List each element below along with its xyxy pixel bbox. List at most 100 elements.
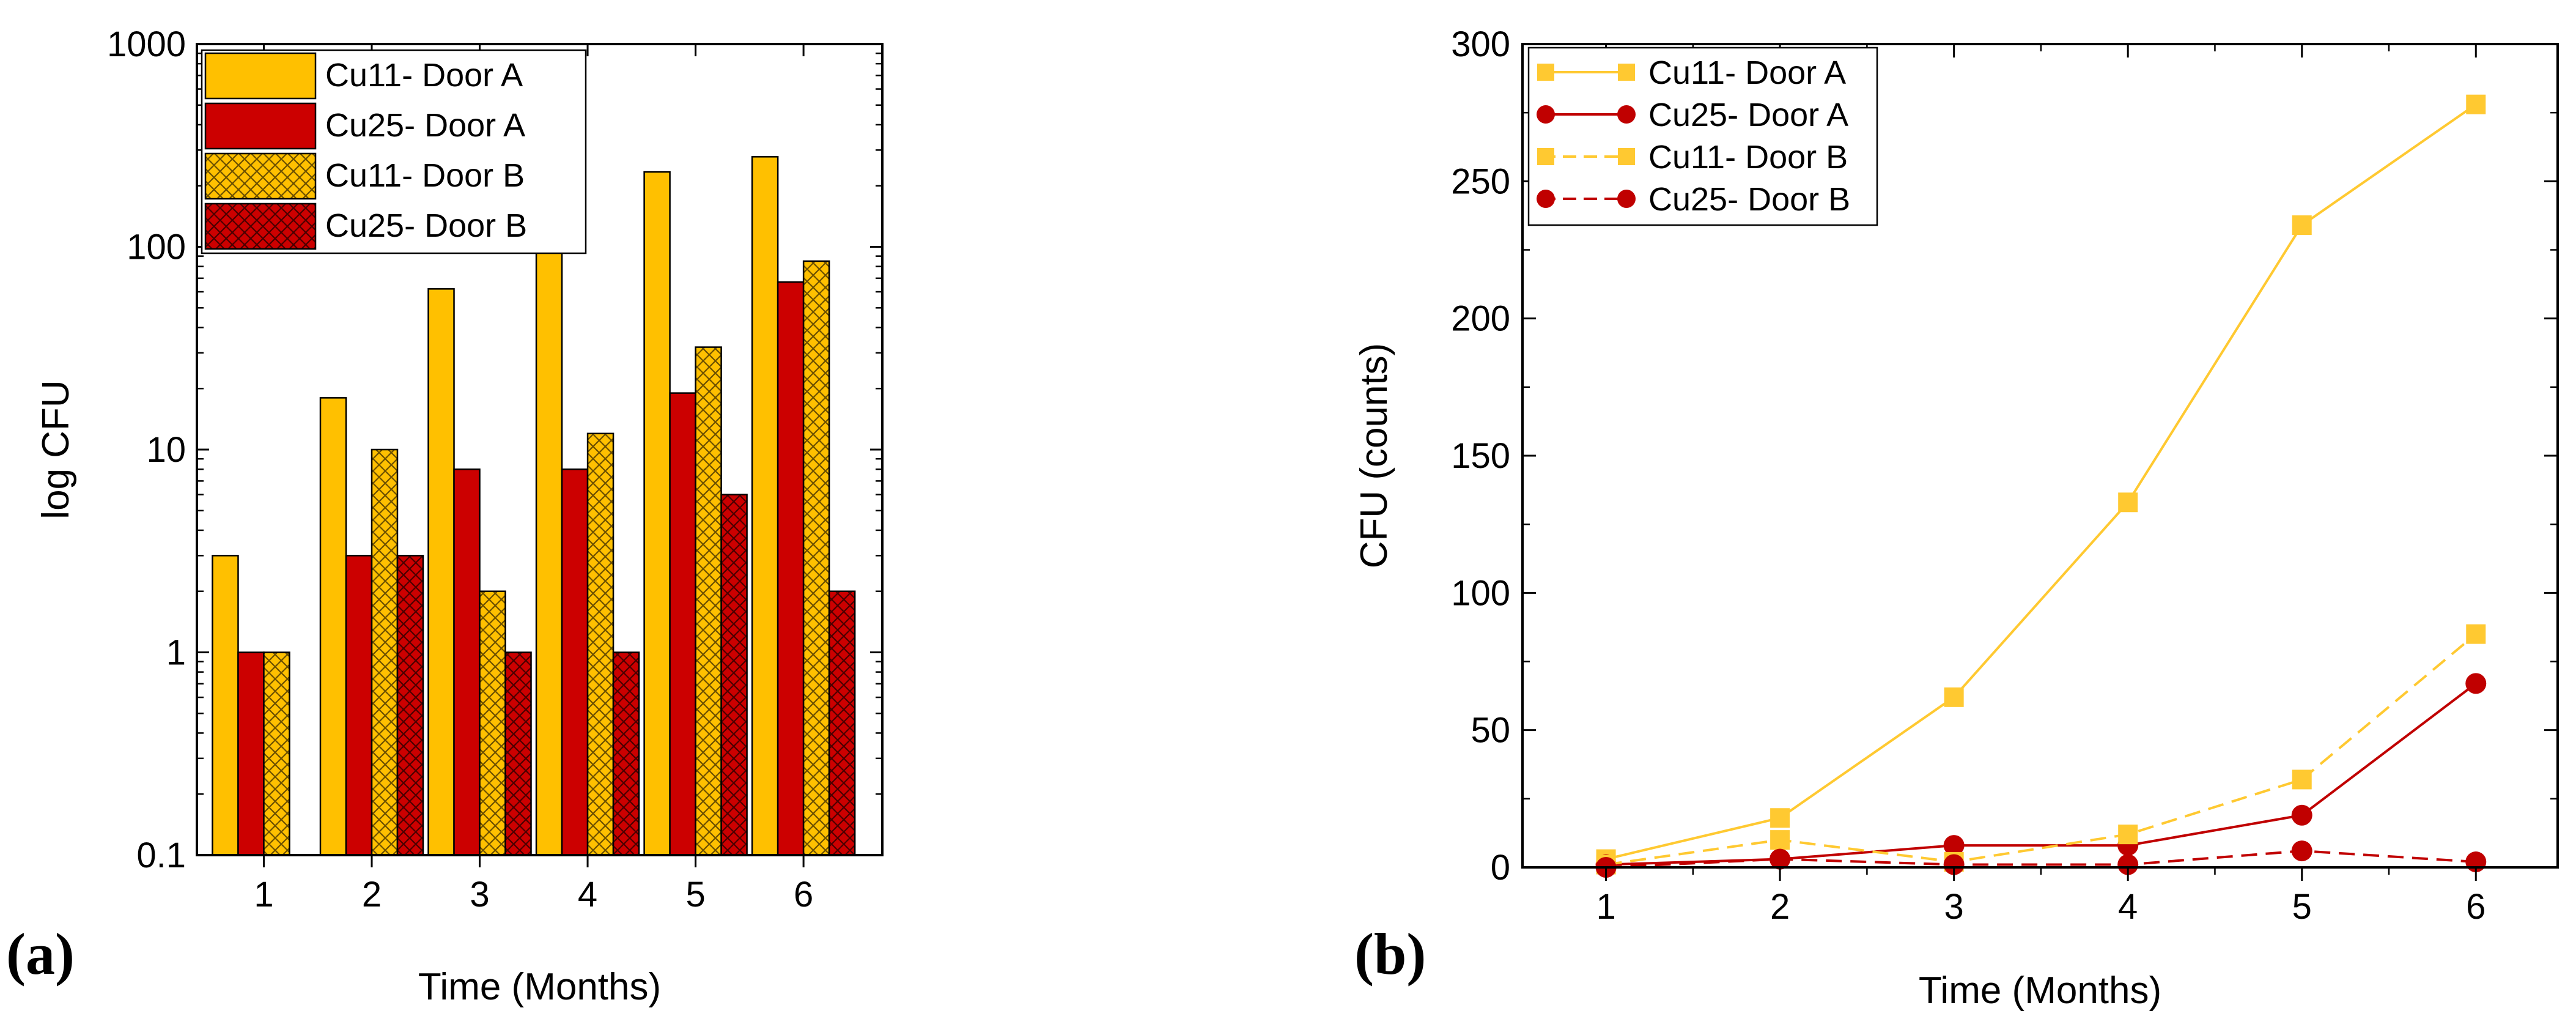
legend-swatch	[204, 102, 317, 150]
data-point	[2118, 825, 2138, 845]
x-tick-label: 5	[685, 875, 705, 914]
x-tick-label: 6	[794, 875, 813, 914]
bar-2-1	[237, 651, 265, 856]
y-tick-label: 150	[1451, 436, 1510, 476]
legend-swatch	[204, 152, 317, 200]
panel-b-y-axis-label: CFU (counts)	[1353, 343, 1395, 569]
panel-a-x-axis-label: Time (Months)	[418, 966, 661, 1008]
legend-entry: Cu25- Door A	[1648, 97, 1848, 133]
y-tick-label: 1000	[107, 24, 186, 64]
legend-marker	[1617, 190, 1636, 208]
data-point	[1943, 835, 1965, 856]
y-tick-label: 10	[146, 430, 186, 470]
bar-2-3	[453, 468, 481, 856]
legend-marker	[1537, 105, 1555, 124]
panel-b-legend: Cu11- Door A Cu25- Door A Cu11- Door B Cu25…	[1527, 46, 1878, 226]
x-tick-label: 6	[2466, 887, 2486, 927]
bar-3-2	[371, 448, 399, 856]
y-tick-label: 100	[1451, 573, 1510, 613]
legend-marker	[1537, 190, 1555, 208]
x-tick-label: 2	[362, 875, 382, 914]
series-line-3	[1606, 633, 2477, 866]
data-point	[2466, 94, 2486, 114]
x-tick-label: 1	[254, 875, 273, 914]
legend-entry: Cu11- Door B	[325, 157, 525, 194]
y-tick-label: 0	[1491, 848, 1510, 888]
x-tick-label: 4	[2118, 887, 2138, 927]
series-line-2	[1606, 682, 2477, 866]
x-tick-label: 3	[470, 875, 489, 914]
y-tick-label: 200	[1451, 299, 1510, 339]
bar-3-5	[695, 346, 722, 856]
y-tick-label: 100	[127, 228, 186, 267]
bar-1-5	[643, 171, 671, 856]
panel-a-plot-frame	[196, 43, 884, 856]
panel-b-label: (b)	[1354, 921, 1426, 987]
bar-1-3	[427, 288, 455, 856]
panel-b-plot-frame	[1521, 43, 2559, 869]
panel-b-series	[1595, 94, 2487, 878]
legend-marker	[1617, 105, 1636, 124]
legend-marker	[1618, 148, 1635, 165]
bar-1-2	[319, 397, 347, 856]
legend-swatch	[204, 202, 317, 250]
legend-entry: Cu25- Door B	[325, 207, 527, 244]
data-point	[2291, 804, 2312, 826]
bar-4-5	[720, 494, 748, 856]
data-point	[1770, 808, 1790, 828]
panel-b-x-axis-label: Time (Months)	[1919, 970, 2161, 1012]
bar-4-2	[396, 555, 424, 856]
legend-marker	[1537, 148, 1554, 165]
data-point	[1943, 854, 1965, 875]
data-point	[1770, 848, 1791, 870]
legend-entry: Cu25- Door A	[325, 107, 525, 144]
x-tick-label: 1	[1596, 887, 1615, 927]
y-tick-label: 250	[1451, 161, 1510, 201]
bar-3-1	[263, 651, 290, 856]
legend-swatch	[204, 52, 317, 100]
legend-entry: Cu11- Door B	[1648, 139, 1848, 176]
y-tick-label: 300	[1451, 24, 1510, 64]
bar-3-3	[479, 590, 506, 856]
x-tick-label: 4	[578, 875, 597, 914]
panel-a-bar-chart: 0.1 1 10 100 1000 1 2 3 4 5 6 Cu11- Door A Cu25- Do…	[6, 24, 884, 1008]
bar-1-4	[535, 221, 563, 856]
data-point	[2118, 492, 2138, 513]
series-line-4	[1606, 850, 2476, 869]
data-point	[2292, 215, 2312, 235]
y-tick-label: 0.1	[136, 836, 186, 875]
data-point	[2465, 673, 2487, 694]
panel-b-line-chart: 0 50 100 150 200 250 300 1 2 3 4 5 6 Cu11- Door A Cu2…	[1353, 24, 2559, 1012]
panel-a-y-axis-label: log CFU	[35, 380, 77, 519]
bar-4-4	[612, 651, 640, 856]
y-tick-label: 1	[166, 633, 186, 673]
x-tick-label: 5	[2292, 887, 2312, 927]
bar-3-6	[802, 260, 830, 856]
data-point	[2466, 624, 2486, 644]
bar-2-6	[777, 281, 805, 856]
x-tick-label: 3	[1944, 887, 1964, 927]
legend-entry: Cu11- Door A	[325, 57, 523, 94]
data-point	[1944, 687, 1964, 707]
bar-1-1	[212, 555, 239, 856]
x-tick-label: 2	[1770, 887, 1790, 927]
data-point	[1770, 830, 1790, 850]
y-tick-label: 50	[1471, 711, 1510, 751]
panel-a-label: (a)	[6, 921, 75, 987]
bar-1-6	[751, 156, 779, 856]
series-line-1	[1606, 103, 2477, 861]
bar-2-4	[561, 468, 589, 856]
bar-4-6	[828, 590, 856, 856]
legend-marker	[1537, 64, 1554, 81]
panel-a-bars	[212, 156, 856, 856]
legend-frame	[1527, 46, 1878, 226]
bar-3-4	[586, 432, 614, 856]
legend-entry: Cu25- Door B	[1648, 181, 1850, 218]
legend-entry: Cu11- Door A	[1648, 54, 1846, 91]
panel-a-ticks: 0.1 1 10 100 1000 1 2 3 4 5 6	[107, 24, 882, 914]
data-point	[2292, 769, 2312, 790]
bar-2-2	[345, 555, 373, 856]
bar-2-5	[669, 392, 696, 856]
data-point	[2291, 840, 2312, 862]
